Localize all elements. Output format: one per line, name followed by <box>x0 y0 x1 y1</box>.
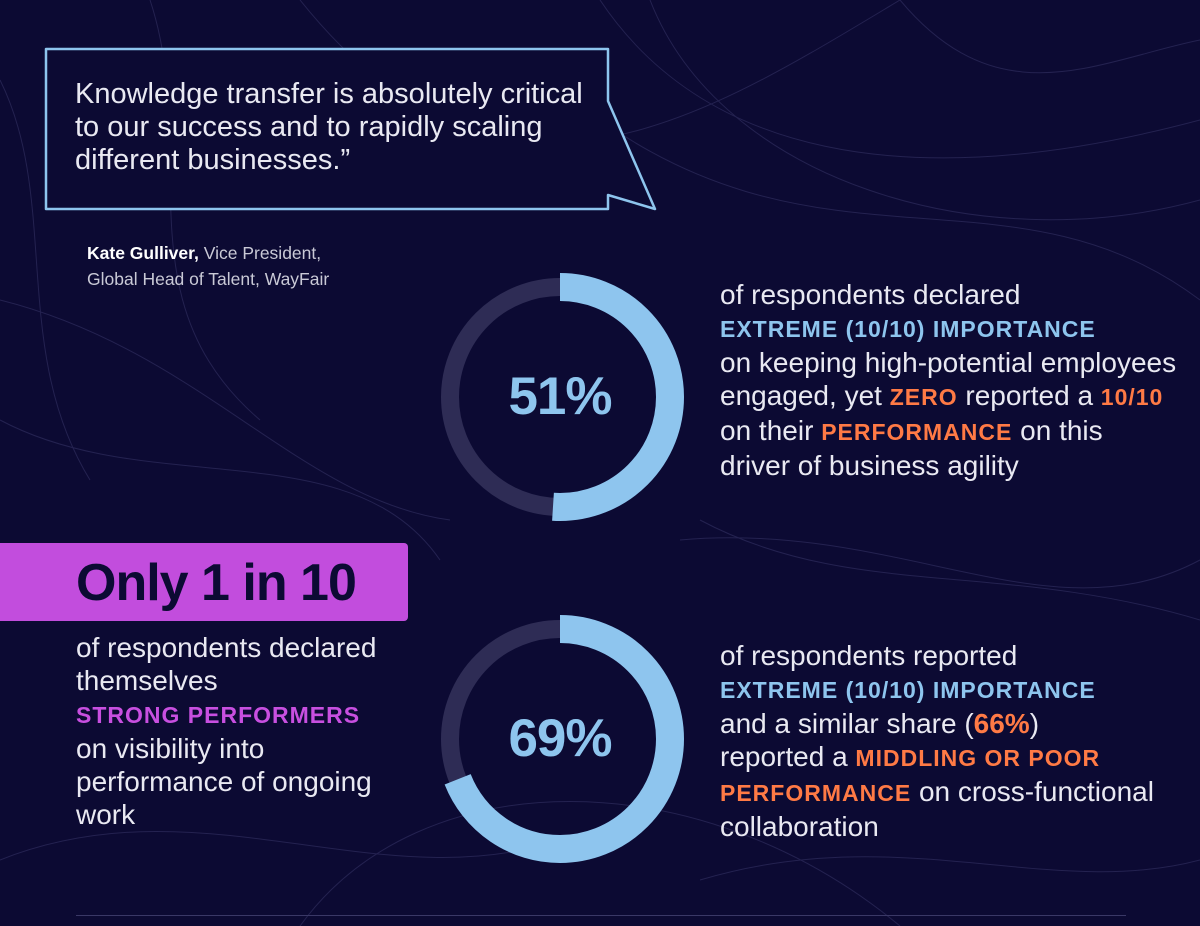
stat-2-highlight-66: 66% <box>974 708 1030 739</box>
stat-2-text-d: reported a <box>720 741 848 772</box>
banner-highlight: STRONG PERFORMERS <box>76 702 360 728</box>
banner-title: Only 1 in 10 <box>76 548 356 618</box>
banner-description: of respondents declared themselves STRON… <box>76 631 416 831</box>
stat-1-text-a: of respondents declared <box>720 279 1020 310</box>
stat-1-text-d: on their <box>720 415 813 446</box>
stat-2-text-a: of respondents reported <box>720 640 1017 671</box>
banner-text-b: on visibility into performance of ongoin… <box>76 733 372 830</box>
quote-attribution: Kate Gulliver, Vice President, Global He… <box>87 240 447 292</box>
author-title-line2: Global Head of Talent, WayFair <box>87 269 329 289</box>
author-name: Kate Gulliver, <box>87 243 199 263</box>
banner-text-a: of respondents declared themselves <box>76 632 376 696</box>
stat-1-highlight-importance: EXTREME (10/10) IMPORTANCE <box>720 316 1096 342</box>
stat-2-highlight-importance: EXTREME (10/10) IMPORTANCE <box>720 677 1096 703</box>
donut-label-51: 51% <box>435 366 685 427</box>
stat-2-text: of respondents reported EXTREME (10/10) … <box>720 639 1180 843</box>
stat-1-highlight-ten: 10/10 <box>1101 384 1164 410</box>
quote-text: Knowledge transfer is absolutely critica… <box>75 78 595 177</box>
footer-divider <box>76 915 1126 916</box>
stat-1-text-c: reported a <box>965 380 1093 411</box>
author-title-line1: Vice President, <box>204 243 321 263</box>
stat-1-highlight-performance: PERFORMANCE <box>821 419 1012 445</box>
donut-label-69: 69% <box>435 708 685 769</box>
stat-2-text-b: and a similar share ( <box>720 708 974 739</box>
stat-1-text: of respondents declared EXTREME (10/10) … <box>720 278 1180 482</box>
stat-1-highlight-zero: ZERO <box>890 384 958 410</box>
stat-2-text-c: ) <box>1030 708 1039 739</box>
